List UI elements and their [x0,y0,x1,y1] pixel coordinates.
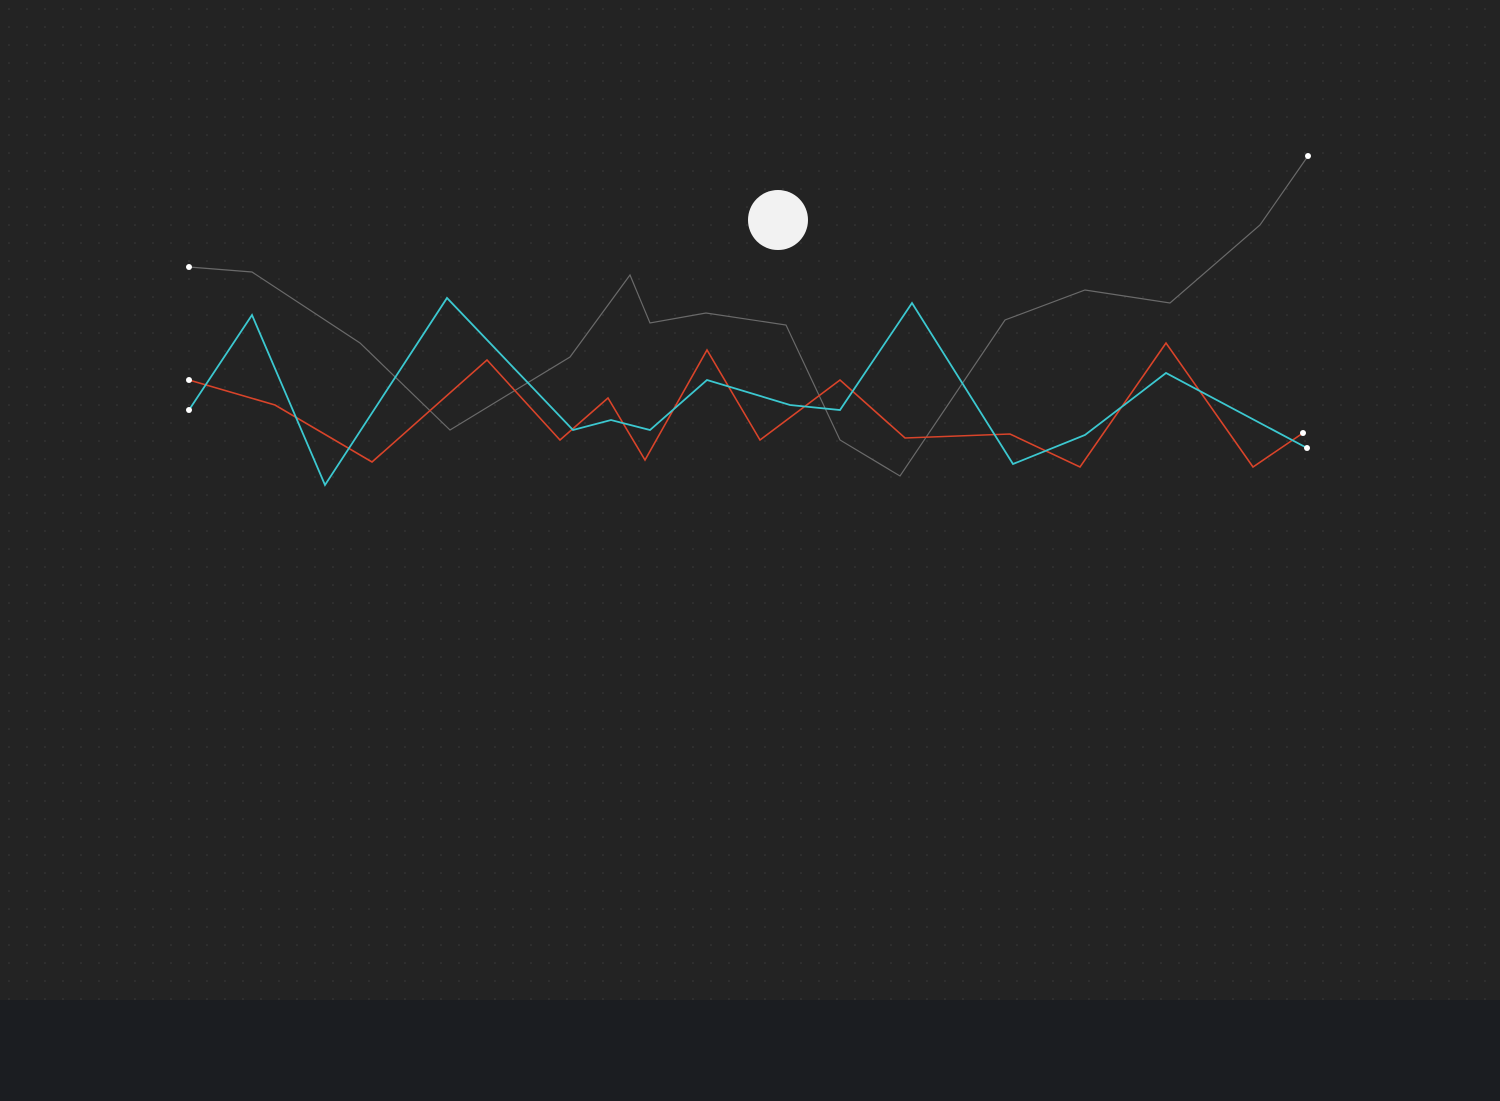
gray-line [188,155,1309,477]
title-badge [748,190,808,250]
dot-grid [0,0,1500,1000]
footer-bar [0,1000,1500,1101]
cyan-line [188,296,1308,487]
end-dots [186,153,1311,451]
badge-circle [748,190,808,250]
